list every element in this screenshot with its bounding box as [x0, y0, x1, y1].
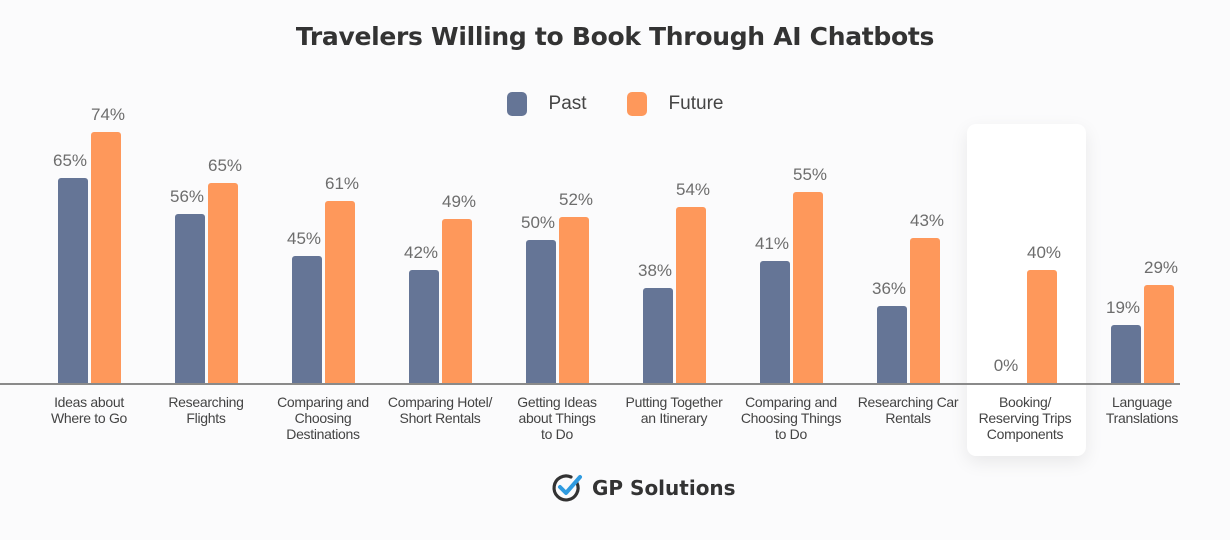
value-label-past: 19%	[1105, 298, 1141, 317]
x-axis-line	[0, 383, 1180, 385]
bar-future	[1027, 270, 1057, 383]
bar-past	[760, 261, 790, 383]
bar-past	[175, 214, 205, 383]
value-label-past: 45%	[286, 229, 322, 248]
bar-past	[877, 306, 907, 383]
logo-text: GP Solutions	[592, 476, 736, 500]
bar-past	[409, 270, 439, 383]
category-label: Researching Car Rentals	[857, 394, 959, 426]
category-label: Comparing and Choosing Things to Do	[740, 394, 842, 442]
value-label-future: 61%	[324, 174, 360, 193]
chart-title: Travelers Willing to Book Through AI Cha…	[295, 22, 935, 51]
legend: Past Future	[0, 92, 1230, 116]
bar-future	[676, 207, 706, 383]
category-label: Researching Flights	[168, 394, 244, 426]
category-label: Putting Together an Itinerary	[625, 394, 723, 426]
bar-past	[526, 240, 556, 383]
checkmark-circle-icon	[552, 474, 582, 502]
bar-future	[910, 238, 940, 383]
value-label-future: 29%	[1143, 258, 1179, 277]
value-label-past: 0%	[993, 356, 1019, 375]
value-label-past: 65%	[52, 151, 88, 170]
value-label-past: 50%	[520, 213, 556, 232]
value-label-future: 65%	[207, 156, 243, 175]
value-label-past: 56%	[169, 187, 205, 206]
gp-solutions-logo: GP Solutions	[550, 471, 736, 505]
category-label: Booking/ Reserving Trips Components	[978, 394, 1072, 442]
bar-past	[1111, 325, 1141, 383]
legend-swatch-past	[506, 92, 527, 116]
value-label-past: 36%	[871, 279, 907, 298]
bar-past	[643, 288, 673, 383]
value-label-past: 42%	[403, 243, 439, 262]
legend-label-past: Past	[548, 93, 587, 114]
legend-label-future: Future	[668, 93, 724, 114]
bar-future	[208, 183, 238, 383]
value-label-future: 43%	[909, 211, 945, 230]
legend-item-future: Future	[626, 92, 724, 116]
value-label-future: 40%	[1026, 243, 1062, 262]
value-label-future: 52%	[558, 190, 594, 209]
category-label: Language Translations	[1105, 394, 1179, 426]
highlight-card	[967, 124, 1086, 456]
category-label: Getting Ideas about Things to Do	[517, 394, 597, 442]
bar-future	[559, 217, 589, 383]
bar-past	[58, 178, 88, 383]
bar-future	[1144, 285, 1174, 383]
legend-item-past: Past	[506, 92, 587, 116]
bar-future	[793, 192, 823, 383]
value-label-future: 54%	[675, 180, 711, 199]
value-label-past: 41%	[754, 234, 790, 253]
category-label: Ideas about Where to Go	[50, 394, 128, 426]
value-label-future: 74%	[90, 105, 126, 124]
value-label-past: 38%	[637, 261, 673, 280]
bar-future	[325, 201, 355, 383]
category-label: Comparing Hotel/ Short Rentals	[387, 394, 493, 426]
bar-future	[91, 132, 121, 383]
category-label: Comparing and Choosing Destinations	[277, 394, 369, 442]
bar-future	[442, 219, 472, 383]
bar-past	[292, 256, 322, 383]
value-label-future: 49%	[441, 192, 477, 211]
legend-swatch-future	[626, 92, 647, 116]
value-label-future: 55%	[792, 165, 828, 184]
